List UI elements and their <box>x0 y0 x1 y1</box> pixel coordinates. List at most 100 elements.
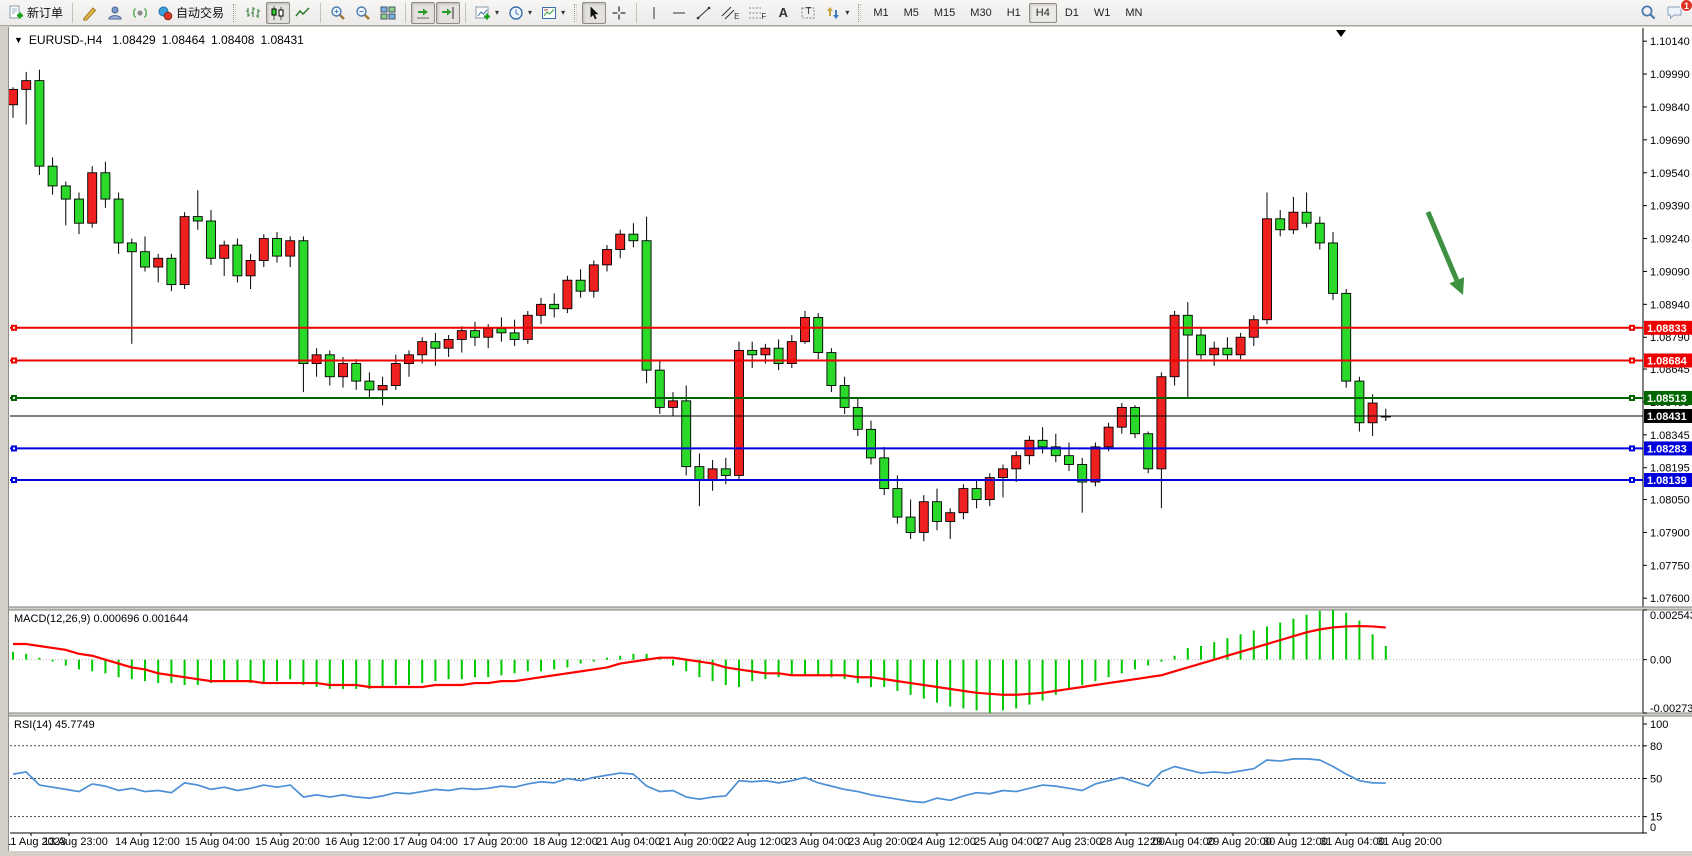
trendline-tool-button[interactable] <box>692 2 716 24</box>
collapse-marker-icon[interactable]: ▼ <box>14 35 23 45</box>
line-handle-dot <box>1631 447 1633 450</box>
text-tool-button[interactable]: A <box>771 2 795 24</box>
candle <box>800 317 810 343</box>
autoscroll-button[interactable] <box>411 1 436 24</box>
macd-axis-label: -0.002733 <box>1650 703 1692 715</box>
timeframe-button-M5[interactable]: M5 <box>903 6 919 19</box>
timeframe-button-D1[interactable]: D1 <box>1064 6 1079 19</box>
price-tick-label: 1.09840 <box>1650 102 1690 114</box>
new-order-button[interactable]: 新订单 <box>4 2 67 24</box>
candle <box>707 468 718 481</box>
date-label: 18 Aug 12:00 <box>533 836 598 848</box>
zoom-out-button[interactable] <box>351 2 375 24</box>
hline-tool-button[interactable] <box>667 2 691 24</box>
price-badge <box>1644 320 1692 335</box>
signal-button[interactable] <box>128 2 152 24</box>
candle <box>879 457 890 490</box>
zoom-out-icon <box>355 5 371 21</box>
candle <box>509 332 520 340</box>
toolbar-grip[interactable] <box>574 3 578 22</box>
shapes-tool-button[interactable]: ▾ <box>821 2 853 24</box>
chart-shift-button[interactable] <box>436 1 461 24</box>
channel-sub-label: E <box>734 12 740 21</box>
candle <box>1354 380 1365 424</box>
trendline-icon <box>696 5 712 21</box>
candle <box>245 260 256 277</box>
candle <box>892 488 903 518</box>
candle <box>166 257 177 286</box>
date-label: 27 Aug 23:00 <box>1037 836 1102 848</box>
candle <box>588 264 599 292</box>
tile-windows-button[interactable] <box>376 2 400 24</box>
price-badge-label: 1.08139 <box>1647 475 1687 487</box>
candle <box>1064 455 1074 465</box>
toolbar-grip[interactable] <box>858 3 862 22</box>
fibonacci-tool-button[interactable]: F <box>744 2 770 24</box>
candle <box>311 354 322 365</box>
timeframe-button-M30[interactable]: M30 <box>970 6 992 19</box>
candle <box>549 303 560 310</box>
line-chart-button[interactable] <box>291 2 315 24</box>
line-handle-dot <box>13 326 15 329</box>
crosshair-tool-button[interactable] <box>607 2 631 24</box>
zoom-in-button[interactable] <box>326 2 350 24</box>
chart-canvas[interactable]: 1.10140 1.09990 1.09840 1.09690 1.09540 1.093… <box>0 27 1692 856</box>
auto-trading-button[interactable]: 自动交易 <box>153 2 228 24</box>
price-badge <box>1644 441 1692 456</box>
chevron-down-icon: ▾ <box>845 8 850 17</box>
candle <box>258 238 269 261</box>
trend-arrow-annotation[interactable] <box>1425 211 1460 282</box>
timeframe-button-MN[interactable]: MN <box>1125 6 1143 19</box>
template-icon <box>541 5 557 21</box>
timeframe-button-W1[interactable]: W1 <box>1093 6 1111 19</box>
bar-chart-button[interactable] <box>241 2 265 24</box>
line-chart-icon <box>295 5 311 21</box>
tile-windows-icon <box>380 5 396 21</box>
profile-button[interactable] <box>103 2 127 24</box>
candle <box>140 251 150 268</box>
candle <box>958 488 969 514</box>
timeframe-button-H4[interactable]: H4 <box>1028 2 1057 23</box>
candle <box>602 249 612 266</box>
candle <box>1116 406 1127 428</box>
price-tick-label: 1.08940 <box>1650 299 1690 311</box>
macd-axis-label: 0.00 <box>1650 655 1671 667</box>
timeframe-group: M1 M5 M15 M30 H1 H4 D1 W1 MN <box>866 2 1149 23</box>
indicators-button[interactable]: ▾ <box>471 2 503 24</box>
date-label: 21 Aug 20:00 <box>659 836 724 848</box>
candle <box>786 341 797 365</box>
pencil-button[interactable] <box>78 2 102 24</box>
channel-tool-button[interactable]: E <box>717 2 743 24</box>
line-handle-dot <box>1631 396 1633 399</box>
template-button[interactable]: ▾ <box>537 2 569 24</box>
label-tool-button[interactable]: T <box>796 2 820 24</box>
search-button[interactable] <box>1636 2 1661 24</box>
candle <box>1235 336 1246 356</box>
chat-button[interactable]: 1 <box>1662 0 1692 24</box>
timeframe-button-H1[interactable]: H1 <box>1006 6 1021 19</box>
vline-tool-button[interactable] <box>642 2 666 24</box>
shapes-icon <box>825 5 841 21</box>
candle <box>179 216 190 286</box>
timeframe-button-M1[interactable]: M1 <box>873 6 889 19</box>
period-button[interactable]: ▾ <box>504 2 536 24</box>
candlestick-chart-button[interactable] <box>266 1 291 24</box>
price-badge-label: 1.08684 <box>1647 355 1688 367</box>
candle <box>1037 439 1048 448</box>
pane-separator[interactable] <box>0 607 1692 610</box>
chart-window[interactable]: 1.10140 1.09990 1.09840 1.09690 1.09540 1.093… <box>0 27 1692 856</box>
candle <box>113 198 124 244</box>
price-badge <box>1644 353 1692 368</box>
crosshair-icon <box>611 5 627 21</box>
toolbar-grip[interactable] <box>233 3 237 22</box>
chart-shift-marker[interactable] <box>1336 30 1346 37</box>
price-tick-label: 1.09390 <box>1650 201 1690 213</box>
candle <box>654 369 665 408</box>
cursor-tool-button[interactable] <box>582 1 607 24</box>
candle <box>984 477 995 500</box>
timeframe-button-M15[interactable]: M15 <box>933 6 956 19</box>
line-handle-dot <box>13 359 15 362</box>
candle <box>417 341 428 356</box>
candle <box>1222 347 1233 356</box>
pane-separator[interactable] <box>0 713 1692 716</box>
